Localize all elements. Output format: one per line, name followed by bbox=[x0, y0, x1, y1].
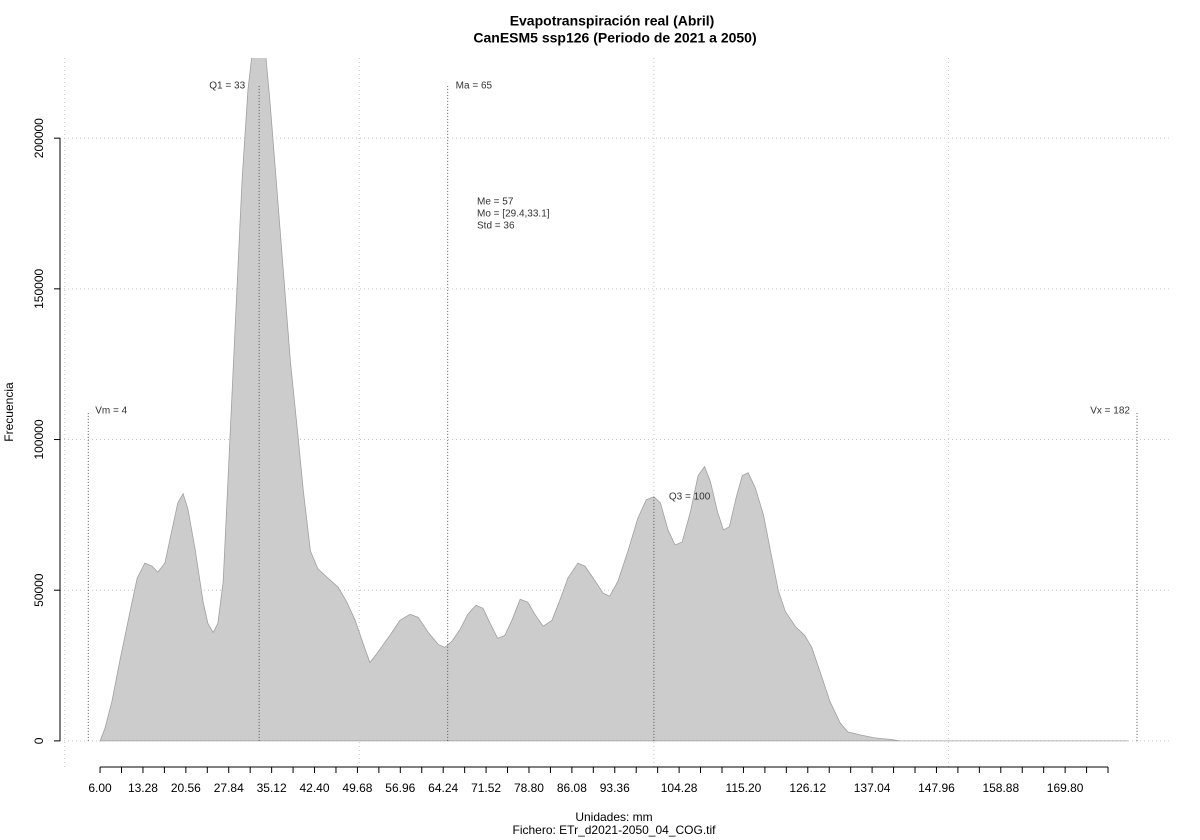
plot-area bbox=[99, 58, 1128, 742]
x-tick-label: 78.80 bbox=[514, 781, 544, 795]
marker-label: Vx = 182 bbox=[1090, 406, 1130, 417]
x-tick-label: 64.24 bbox=[428, 781, 458, 795]
x-tick-label: 137.04 bbox=[854, 781, 891, 795]
x-tick-label: 6.00 bbox=[88, 781, 112, 795]
marker-label: Vm = 4 bbox=[95, 406, 127, 417]
stat-label: Std = 36 bbox=[477, 221, 515, 232]
x-tick-label: 115.20 bbox=[726, 781, 762, 795]
footer: Fichero: ETr_d2021-2050_04_COG.tif bbox=[513, 823, 717, 837]
y-tick-label: 150000 bbox=[32, 268, 46, 308]
stat-label: Me = 57 bbox=[477, 197, 514, 208]
x-tick-label: 71.52 bbox=[471, 781, 501, 795]
x-tick-label: 104.28 bbox=[661, 781, 698, 795]
stat-label: Mo = [29.4,33.1] bbox=[477, 209, 550, 220]
x-axis-label: Unidades: mm bbox=[575, 810, 652, 824]
marker-label: Q1 = 33 bbox=[209, 81, 245, 92]
x-tick-label: 126.12 bbox=[789, 781, 826, 795]
x-tick-label: 42.40 bbox=[300, 781, 330, 795]
chart-title: Evapotranspiración real (Abril) bbox=[510, 13, 715, 29]
x-tick-label: 169.80 bbox=[1047, 781, 1084, 795]
x-tick-label: 20.56 bbox=[171, 781, 201, 795]
x-tick-label: 49.68 bbox=[342, 781, 372, 795]
y-tick-label: 100000 bbox=[32, 419, 46, 459]
x-tick-label: 93.36 bbox=[600, 781, 630, 795]
marker-label: Ma = 65 bbox=[456, 81, 493, 92]
y-axis-label: Frecuencia bbox=[2, 382, 16, 442]
y-tick-label: 50000 bbox=[32, 573, 46, 607]
x-tick-label: 56.96 bbox=[385, 781, 415, 795]
x-tick-label: 158.88 bbox=[982, 781, 1019, 795]
chart-subtitle: CanESM5 ssp126 (Periodo de 2021 a 2050) bbox=[473, 30, 756, 46]
density-area bbox=[99, 58, 1128, 742]
x-tick-label: 35.12 bbox=[257, 781, 287, 795]
x-tick-label: 147.96 bbox=[918, 781, 955, 795]
marker-label: Q3 = 100 bbox=[669, 492, 711, 503]
y-tick-label: 0 bbox=[32, 737, 46, 744]
x-tick-label: 27.84 bbox=[214, 781, 244, 795]
x-tick-label: 86.08 bbox=[557, 781, 587, 795]
x-tick-label: 13.28 bbox=[128, 781, 158, 795]
y-tick-label: 200000 bbox=[32, 118, 46, 158]
